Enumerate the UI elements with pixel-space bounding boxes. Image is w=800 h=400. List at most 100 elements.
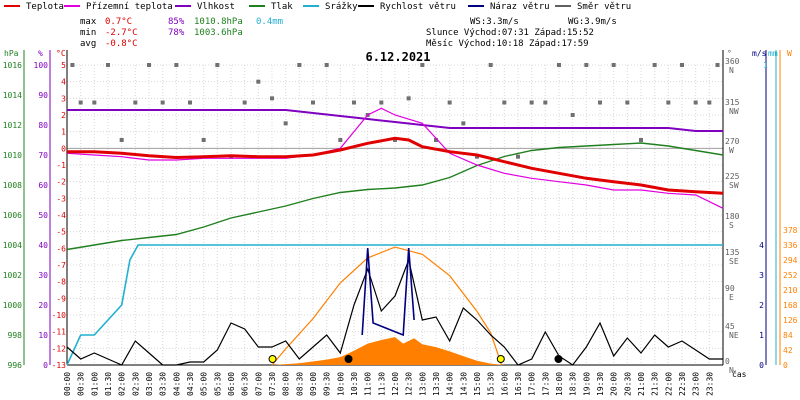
- wind-dir-point: [297, 63, 302, 67]
- x-tick: 00:00: [63, 372, 72, 396]
- hpa-tick: 996: [8, 361, 23, 370]
- legend-label-6: Náraz větru: [490, 2, 550, 12]
- legend-label-7: Směr větru: [577, 2, 631, 12]
- x-tick: 20:00: [610, 372, 619, 396]
- c-tick: -9: [56, 294, 66, 303]
- wind-dir-point: [652, 63, 657, 67]
- pct-tick: 10: [38, 331, 48, 340]
- series-theoretical-radiation: [271, 246, 503, 366]
- x-tick: 08:30: [295, 372, 304, 396]
- x-tick: 04:00: [172, 372, 181, 396]
- dir-tick: W: [729, 146, 734, 155]
- c-tick: -11: [52, 328, 67, 337]
- stat-max-temp: 0.7°C: [105, 17, 132, 27]
- hpa-tick: 1002: [3, 271, 22, 280]
- x-tick: 19:00: [582, 372, 591, 396]
- c-tick: -8: [56, 278, 66, 287]
- hpa-tick: 998: [8, 331, 23, 340]
- x-tick: 17:30: [541, 372, 550, 396]
- w-unit: W: [787, 49, 792, 58]
- wind-dir-point: [543, 100, 548, 105]
- legend-label-1: Přízemní teplota: [86, 2, 173, 12]
- series-rain: [66, 244, 723, 366]
- wind-dir-point: [715, 63, 720, 67]
- x-tick: 07:00: [254, 372, 263, 396]
- deg-unit: °: [727, 49, 732, 58]
- wind-dir-point: [106, 63, 110, 67]
- x-tick: 02:30: [131, 372, 140, 396]
- wind-dir-point: [379, 100, 384, 105]
- x-tick: 19:30: [596, 372, 605, 396]
- ms-tick: 2: [759, 301, 764, 310]
- ms-unit: m/s: [752, 49, 767, 58]
- c-tick: 5: [61, 61, 66, 70]
- x-axis-label: čas: [732, 369, 747, 379]
- deg-tick: 315: [725, 98, 740, 107]
- x-tick: 15:00: [473, 372, 482, 396]
- hpa-tick: 1008: [3, 181, 22, 190]
- hpa-tick: 1016: [3, 61, 22, 70]
- x-tick: 03:30: [159, 372, 168, 396]
- series-temperature: [67, 136, 724, 195]
- x-tick: 15:30: [487, 372, 496, 396]
- dir-tick: NE: [729, 331, 739, 340]
- legend-label-0: Teplota: [26, 2, 64, 12]
- wind-dir-point: [70, 63, 75, 67]
- x-tick: 09:00: [309, 372, 318, 396]
- mm-tick: 1: [763, 61, 768, 70]
- wind-dir-point: [557, 63, 561, 67]
- w-tick: 42: [783, 346, 793, 355]
- deg-tick: 360: [725, 57, 740, 66]
- c-tick: 3: [61, 94, 66, 103]
- c-tick: -2: [56, 178, 66, 187]
- wind-dir-point: [707, 100, 712, 105]
- x-tick: 23:00: [692, 372, 701, 396]
- dir-tick: NW: [729, 107, 739, 116]
- ms-tick: 1: [759, 331, 764, 340]
- stat-avg-temp: -0.8°C: [105, 39, 138, 49]
- x-tick: 06:00: [227, 372, 236, 396]
- x-tick: 23:30: [705, 372, 714, 396]
- stat-max-hum: 85%: [168, 17, 185, 27]
- x-tick: 05:00: [200, 372, 209, 396]
- legend-label-4: Srážky: [325, 2, 358, 12]
- wind-dir-point: [529, 100, 534, 105]
- stat-min-temp: -2.7°C: [105, 28, 138, 38]
- pct-tick: 50: [38, 211, 48, 220]
- pct-tick: 30: [38, 271, 48, 280]
- hpa-tick: 1012: [3, 121, 22, 130]
- x-tick: 01:30: [104, 372, 113, 396]
- c-tick: -6: [56, 244, 66, 253]
- wind-dir-point: [133, 100, 138, 105]
- pct-tick: 20: [38, 301, 48, 310]
- x-tick: 22:00: [664, 372, 673, 396]
- wind-dir-point: [639, 138, 643, 142]
- wind-dir-point: [393, 138, 397, 142]
- wind-dir-point: [283, 121, 288, 126]
- c-tick: -4: [56, 211, 66, 220]
- chart-title: 6.12.2021: [365, 50, 430, 64]
- w-tick: 168: [783, 301, 798, 310]
- wind-dir-point: [461, 121, 466, 126]
- stat-max-press: 1010.8hPa: [194, 17, 243, 27]
- x-tick: 06:30: [241, 372, 250, 396]
- x-tick: 10:00: [336, 372, 345, 396]
- c-tick: -7: [56, 261, 66, 270]
- pct-tick: 60: [38, 181, 48, 190]
- dir-tick: SW: [729, 181, 739, 190]
- x-tick: 21:30: [651, 372, 660, 396]
- series-humidity: [67, 109, 723, 132]
- x-tick: 16:30: [514, 372, 523, 396]
- legend-label-5: Rychlost větru: [380, 2, 456, 12]
- wind-dir-point: [693, 100, 698, 105]
- x-tick: 01:00: [90, 372, 99, 396]
- c-unit: °C: [56, 49, 66, 58]
- pct-tick: 80: [38, 121, 48, 130]
- x-tick: 07:30: [268, 372, 277, 396]
- w-tick: 84: [783, 331, 793, 340]
- hpa-tick: 1004: [3, 241, 22, 250]
- stat-max-rain: 0.4mm: [256, 17, 283, 27]
- series-wind-gust: [361, 247, 415, 337]
- ms-tick: 0: [759, 361, 764, 370]
- wind-dir-point: [352, 100, 356, 105]
